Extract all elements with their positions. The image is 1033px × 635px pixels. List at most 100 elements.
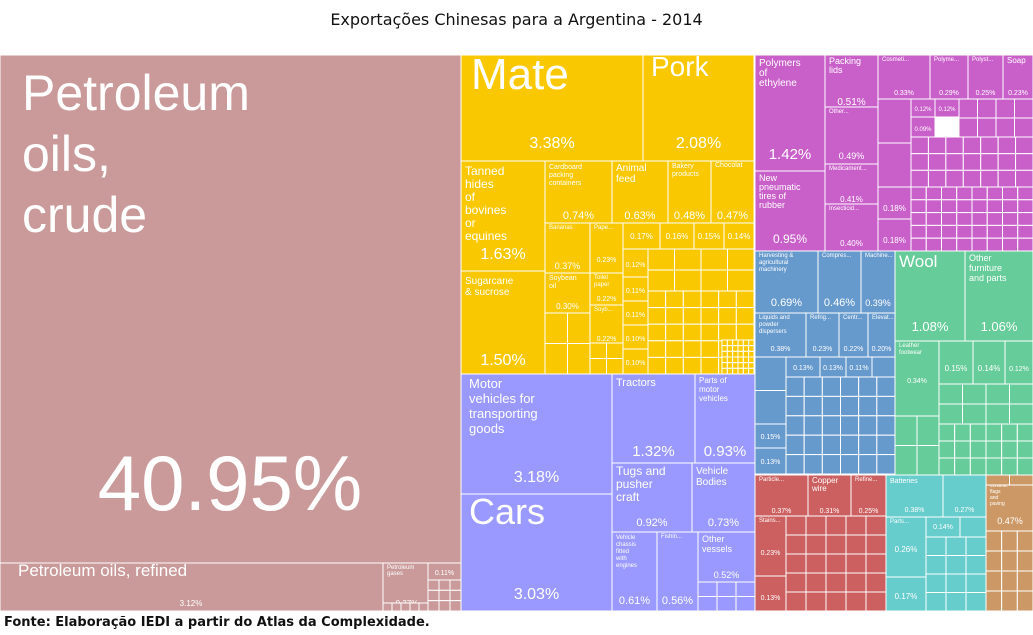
textile-filler-cell bbox=[985, 403, 1010, 425]
tile-electronics-s2-value: 0.26% bbox=[895, 545, 918, 554]
tile-furniture-label-line-2: furniture bbox=[969, 263, 1002, 273]
stone-filler-cell bbox=[1016, 590, 1033, 612]
tile-electronics-s4-value: 0.17% bbox=[895, 592, 918, 601]
agri-filler-cell bbox=[748, 356, 755, 364]
tile-batteries-label-line-1: Batteries bbox=[890, 478, 918, 485]
tile-cars-value: 3.03% bbox=[514, 586, 559, 603]
tile-packing-lids-label-line-2: lids bbox=[829, 65, 843, 75]
tile-vehicle-chassis-label-line-4: with bbox=[615, 556, 627, 562]
chem-filler-cell bbox=[958, 117, 978, 138]
chem-filler-cell bbox=[986, 224, 1003, 239]
tile-cardboard-label-line-3: containers bbox=[549, 180, 582, 187]
tile-petroleum-crude bbox=[0, 54, 462, 564]
tile-vehicle-chassis bbox=[611, 531, 658, 612]
metal-filler-cell bbox=[805, 515, 827, 536]
petroleum-filler-cell bbox=[427, 589, 440, 602]
metal-filler-cell bbox=[825, 515, 847, 536]
machinery-filler-cell bbox=[821, 434, 841, 456]
petroleum-filler-cell bbox=[449, 589, 462, 602]
chem-filler-cell bbox=[910, 136, 929, 155]
tile-agri-s3-value: 0.16% bbox=[666, 232, 689, 241]
agri-filler-cell bbox=[682, 356, 702, 375]
textile-filler-cell bbox=[969, 423, 987, 442]
textile-filler-cell bbox=[938, 403, 963, 425]
tile-bananas-value: 0.37% bbox=[555, 261, 581, 271]
petroleum-filler-cell bbox=[400, 602, 411, 612]
tile-cars-label-line-1: Cars bbox=[469, 491, 545, 532]
tile-bananas-label-line-1: Bananas bbox=[549, 225, 573, 231]
agri-filler-cell bbox=[700, 307, 720, 325]
agri-filler-cell bbox=[735, 307, 755, 325]
tile-agri-s8-value: 0.11% bbox=[626, 312, 645, 319]
agri-filler-cell bbox=[647, 290, 667, 309]
tile-machinery-s2-label-line-1: Refrig... bbox=[810, 315, 831, 321]
agri-filler-cell bbox=[742, 350, 750, 358]
electronics-filler-cell bbox=[945, 555, 967, 575]
tile-vehicle-bodies-label-line-2: Bodies bbox=[696, 477, 727, 488]
tile-chem-other-value: 0.49% bbox=[839, 151, 865, 161]
machinery-filler-cell bbox=[876, 434, 896, 456]
tile-tractors-value: 1.32% bbox=[632, 443, 675, 460]
agri-filler-cell bbox=[732, 367, 739, 375]
tile-toilet-paper-label-line-2: paper bbox=[594, 282, 609, 288]
tile-agri-s10-value: 0.10% bbox=[626, 360, 646, 367]
tile-metals-s3-label-line-1: Stains... bbox=[759, 518, 781, 524]
tile-tires-label-line-2: pneumatic bbox=[759, 182, 801, 192]
machinery-filler-cell bbox=[858, 434, 878, 456]
petroleum-filler-cell bbox=[418, 602, 429, 612]
agri-filler-cell bbox=[589, 342, 607, 359]
tile-petroleum-refined bbox=[0, 562, 384, 612]
agri-filler-cell bbox=[682, 323, 702, 342]
tile-bakery-label-line-2: products bbox=[672, 171, 699, 178]
tile-copper-wire-label-line-2: wire bbox=[811, 484, 827, 493]
chem-filler-cell bbox=[971, 212, 988, 226]
tile-textiles-s1-value: 0.15% bbox=[945, 364, 968, 373]
agri-filler-cell bbox=[700, 248, 728, 271]
textile-filler-cell bbox=[954, 440, 971, 459]
tile-tractors-label-line-1: Tractors bbox=[616, 377, 656, 389]
tile-tanned-hides-label-line-2: hides bbox=[465, 177, 494, 191]
tile-tanned-hides-label-line-6: equines bbox=[465, 229, 507, 243]
tile-chem-s5-value: 0.18% bbox=[883, 236, 906, 245]
tile-machinery-s4 bbox=[867, 312, 896, 358]
tile-paper-value: 0.23% bbox=[597, 257, 617, 264]
electronics-filler-cell bbox=[925, 536, 947, 556]
tile-copper-wire-label-line-1: Copper bbox=[812, 476, 839, 485]
tile-cardboard bbox=[544, 160, 613, 224]
chem-filler-cell bbox=[962, 153, 982, 171]
metal-filler-cell bbox=[785, 515, 807, 536]
tile-chem-s3-label-line-1: Polyst... bbox=[972, 57, 994, 63]
tile-animal-feed-label-line-2: feed bbox=[616, 174, 635, 185]
machinery-filler-cell bbox=[821, 395, 841, 417]
tile-machinery-s4-label-line-1: Elevat... bbox=[872, 315, 894, 321]
tile-cardboard-label-line-1: Cardboard bbox=[549, 164, 582, 171]
agri-filler-cell bbox=[737, 345, 744, 352]
chem-filler-cell bbox=[1002, 237, 1019, 252]
tile-metals-s2-label-line-1: Refine... bbox=[855, 477, 878, 483]
tile-textiles-s2-value: 0.14% bbox=[978, 364, 1001, 373]
chem-filler-cell bbox=[945, 136, 964, 155]
tile-sugarcane bbox=[460, 270, 546, 375]
tile-metals-s1-value: 0.37% bbox=[772, 508, 792, 515]
tile-bananas bbox=[544, 222, 591, 274]
agri-filler-cell bbox=[737, 350, 744, 358]
textile-filler-cell bbox=[1001, 457, 1018, 476]
tile-motor-goods-label-line-1: Motor bbox=[469, 376, 503, 391]
textile-filler-cell bbox=[1001, 440, 1018, 459]
chem-filler-cell bbox=[980, 153, 999, 171]
tile-harvesting bbox=[754, 250, 819, 314]
chem-filler-cell bbox=[956, 199, 973, 214]
tile-vehicle-chassis-value: 0.61% bbox=[619, 595, 650, 607]
agri-filler-cell bbox=[726, 367, 734, 375]
tile-vehicle-bodies-label-line-1: Vehicle bbox=[696, 466, 729, 477]
chem-filler-cell bbox=[971, 237, 988, 252]
machinery-filler-cell bbox=[785, 454, 805, 475]
chem-filler-cell bbox=[995, 98, 1015, 119]
tile-chem-s3-value: 0.25% bbox=[976, 90, 996, 97]
chem-filler-cell bbox=[956, 237, 973, 252]
tile-tugs-label-line-2: pusher bbox=[616, 477, 653, 491]
agri-filler-cell bbox=[726, 339, 734, 347]
tile-tires-label-line-1: New bbox=[759, 173, 778, 183]
agri-filler-cell bbox=[737, 367, 744, 375]
machinery-filler-cell bbox=[876, 415, 896, 436]
